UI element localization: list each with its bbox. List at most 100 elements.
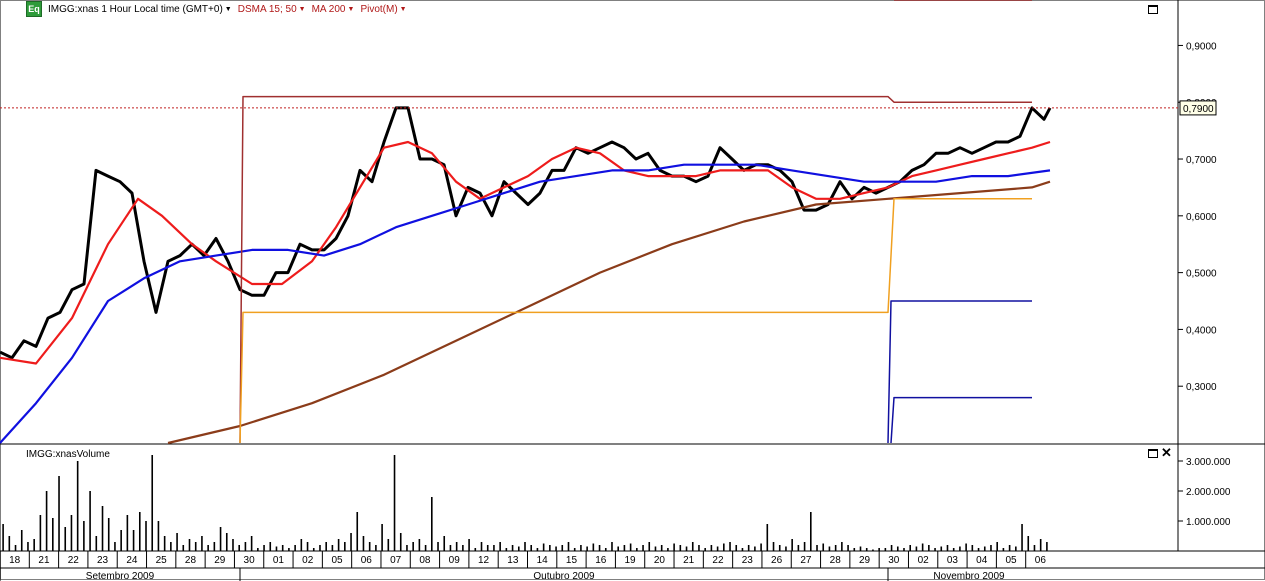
maximize-icon[interactable] bbox=[1148, 5, 1158, 14]
volume-bar bbox=[611, 542, 613, 551]
volume-bar bbox=[468, 539, 470, 551]
volume-bar bbox=[573, 548, 576, 551]
volume-bar bbox=[52, 518, 54, 551]
volume-bar bbox=[946, 545, 949, 551]
volume-bar bbox=[865, 548, 868, 551]
volume-bar bbox=[828, 546, 831, 551]
volume-bar bbox=[654, 546, 657, 551]
x-day-label: 20 bbox=[654, 555, 666, 566]
volume-bar bbox=[667, 548, 669, 551]
x-day-label: 08 bbox=[419, 555, 431, 566]
volume-bar bbox=[785, 546, 787, 551]
volume-bar bbox=[716, 546, 719, 551]
volume-bar bbox=[766, 524, 769, 551]
x-day-label: 07 bbox=[390, 555, 402, 566]
volume-bar bbox=[244, 542, 247, 551]
volume-bar bbox=[859, 546, 862, 551]
volume-bar bbox=[312, 548, 315, 551]
volume-bar bbox=[598, 545, 601, 551]
indicator-dsma[interactable]: DSMA 15; 50 ▼ bbox=[238, 4, 306, 15]
volume-bar bbox=[288, 548, 290, 551]
symbol-label: IMGG:xnas 1 Hour Local time (GMT+0) bbox=[48, 3, 223, 15]
indicator-pivot[interactable]: Pivot(M) ▼ bbox=[360, 4, 406, 15]
volume-bar bbox=[735, 545, 738, 551]
volume-bar bbox=[406, 545, 408, 551]
volume-bar bbox=[822, 543, 825, 551]
volume-bar bbox=[449, 545, 452, 551]
series-pivot-r bbox=[239, 95, 1032, 444]
volume-bar bbox=[1039, 539, 1042, 551]
volume-bar bbox=[549, 545, 551, 551]
eq-logo[interactable]: Eq bbox=[26, 1, 42, 17]
volume-bar bbox=[263, 545, 265, 551]
series-dsma-15 bbox=[0, 140, 1051, 365]
vol-y-tick-label: 2.000.000 bbox=[1186, 487, 1231, 498]
x-day-label: 01 bbox=[273, 555, 285, 566]
volume-bar bbox=[1027, 536, 1030, 551]
volume-bar bbox=[20, 530, 23, 551]
volume-bar bbox=[486, 545, 489, 551]
x-month-label: Novembro 2009 bbox=[933, 571, 1005, 581]
volume-bar bbox=[281, 545, 284, 551]
volume-bar bbox=[673, 543, 675, 551]
x-day-label: 28 bbox=[185, 555, 197, 566]
volume-bar bbox=[126, 515, 129, 551]
x-day-label: 23 bbox=[742, 555, 754, 566]
series-pivot-s1 bbox=[887, 300, 1032, 444]
volume-bar bbox=[791, 539, 793, 551]
symbol-selector[interactable]: IMGG:xnas 1 Hour Local time (GMT+0) ▼ bbox=[48, 4, 232, 15]
volume-bar bbox=[872, 549, 874, 551]
volume-bar bbox=[83, 521, 85, 551]
volume-bar bbox=[27, 542, 29, 551]
x-day-label: 26 bbox=[771, 555, 783, 566]
indicator-ma200[interactable]: MA 200 ▼ bbox=[312, 4, 355, 15]
volume-bar bbox=[145, 521, 147, 551]
volume-bar bbox=[8, 536, 11, 551]
volume-bar bbox=[250, 536, 253, 551]
x-day-label: 05 bbox=[1005, 555, 1017, 566]
x-month-label: Outubro 2009 bbox=[533, 571, 595, 581]
volume-bar bbox=[194, 542, 197, 551]
x-day-label: 27 bbox=[800, 555, 812, 566]
volume-bar bbox=[841, 542, 843, 551]
volume-bar bbox=[138, 512, 141, 551]
volume-bar bbox=[679, 545, 682, 551]
volume-bar bbox=[182, 545, 185, 551]
volume-bar bbox=[648, 542, 651, 551]
caret-down-icon: ▼ bbox=[347, 5, 355, 13]
volume-bar bbox=[934, 548, 936, 551]
x-day-label: 19 bbox=[625, 555, 637, 566]
volume-bar bbox=[592, 543, 595, 551]
volume-bar bbox=[990, 545, 992, 551]
volume-bar bbox=[257, 548, 259, 551]
volume-bar bbox=[623, 545, 626, 551]
x-day-label: 03 bbox=[947, 555, 959, 566]
volume-bar bbox=[207, 545, 209, 551]
volume-bar bbox=[536, 548, 539, 551]
y-tick-label: 0,6000 bbox=[1186, 212, 1217, 223]
volume-bar bbox=[629, 543, 632, 551]
volume-bar bbox=[971, 545, 974, 551]
indicator-label: DSMA 15; 50 bbox=[237, 3, 297, 15]
series-price bbox=[0, 106, 1052, 360]
volume-bar bbox=[809, 512, 812, 551]
x-day-label: 16 bbox=[595, 555, 607, 566]
series-pivot-s2 bbox=[890, 396, 1032, 444]
volume-bar bbox=[959, 546, 961, 551]
volume-bar bbox=[921, 543, 924, 551]
x-day-label: 21 bbox=[38, 555, 50, 566]
close-icon[interactable]: ✕ bbox=[1161, 445, 1172, 460]
volume-bar bbox=[325, 542, 327, 551]
x-day-label: 23 bbox=[97, 555, 109, 566]
y-tick-label: 0,7000 bbox=[1186, 155, 1217, 166]
volume-bar bbox=[567, 542, 570, 551]
volume-bar bbox=[45, 491, 48, 551]
volume-bar bbox=[95, 536, 98, 551]
maximize-icon[interactable] bbox=[1148, 449, 1158, 458]
volume-bar bbox=[120, 530, 122, 551]
volume-bar bbox=[437, 542, 439, 551]
x-day-label: 13 bbox=[507, 555, 519, 566]
volume-bar bbox=[300, 539, 303, 551]
chart-toolbar: Eq IMGG:xnas 1 Hour Local time (GMT+0) ▼… bbox=[0, 0, 1178, 18]
volume-bar bbox=[511, 545, 514, 551]
